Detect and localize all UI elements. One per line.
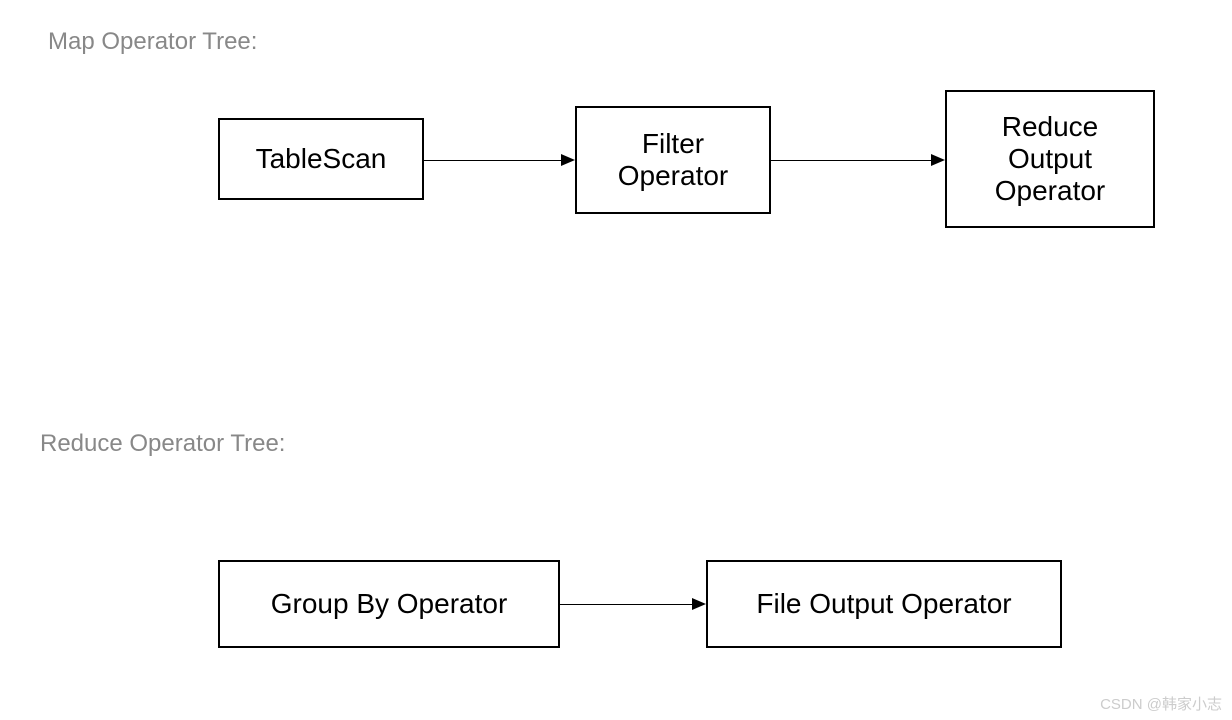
node-tablescan: TableScan (218, 118, 424, 200)
arrow-head-icon (692, 598, 706, 610)
edge-groupby-fileoutput (560, 604, 692, 605)
node-label: File Output Operator (756, 588, 1011, 620)
node-filter-operator: Filter Operator (575, 106, 771, 214)
watermark-text: CSDN @韩家小志 (1100, 693, 1222, 714)
node-label: TableScan (256, 143, 387, 175)
node-groupby-operator: Group By Operator (218, 560, 560, 648)
node-file-output-operator: File Output Operator (706, 560, 1062, 648)
arrow-head-icon (931, 154, 945, 166)
node-label: Reduce Output Operator (995, 111, 1106, 207)
edge-filter-reduceoutput (771, 160, 931, 161)
node-reduce-output-operator: Reduce Output Operator (945, 90, 1155, 228)
node-label: Filter Operator (618, 128, 729, 192)
node-label: Group By Operator (271, 588, 508, 620)
map-tree-title: Map Operator Tree: (48, 28, 257, 56)
reduce-tree-title: Reduce Operator Tree: (40, 430, 285, 458)
edge-tablescan-filter (424, 160, 561, 161)
arrow-head-icon (561, 154, 575, 166)
